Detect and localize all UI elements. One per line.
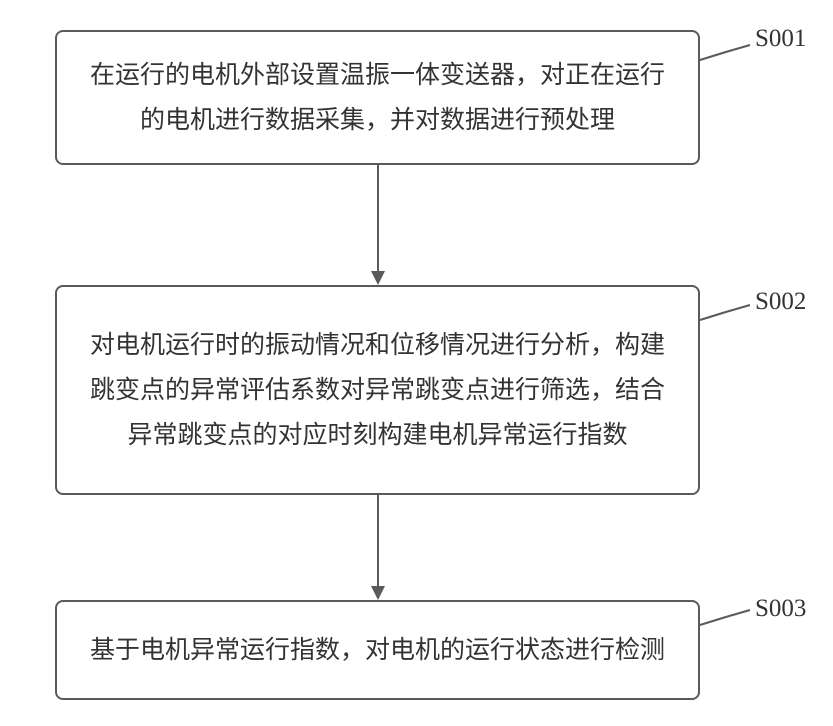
flowchart-node-s002: 对电机运行时的振动情况和位移情况进行分析，构建跳变点的异常评估系数对异常跳变点进… bbox=[55, 285, 700, 495]
flowchart-node-s003: 基于电机异常运行指数，对电机的运行状态进行检测 bbox=[55, 600, 700, 700]
arrow-head-s002-s003 bbox=[371, 586, 385, 600]
node-label-s001: S001 bbox=[755, 25, 806, 53]
node-label-s003: S003 bbox=[755, 595, 806, 623]
flowchart-node-s001: 在运行的电机外部设置温振一体变送器，对正在运行的电机进行数据采集，并对数据进行预… bbox=[55, 30, 700, 165]
node-label-s002: S002 bbox=[755, 288, 806, 316]
node-text: 对电机运行时的振动情况和位移情况进行分析，构建跳变点的异常评估系数对异常跳变点进… bbox=[87, 323, 668, 458]
arrow-s001-s002 bbox=[377, 165, 379, 271]
arrow-s002-s003 bbox=[377, 495, 379, 586]
node-text: 基于电机异常运行指数，对电机的运行状态进行检测 bbox=[90, 628, 665, 673]
flowchart-container: 在运行的电机外部设置温振一体变送器，对正在运行的电机进行数据采集，并对数据进行预… bbox=[0, 0, 833, 726]
node-text: 在运行的电机外部设置温振一体变送器，对正在运行的电机进行数据采集，并对数据进行预… bbox=[87, 53, 668, 143]
arrow-head-s001-s002 bbox=[371, 271, 385, 285]
